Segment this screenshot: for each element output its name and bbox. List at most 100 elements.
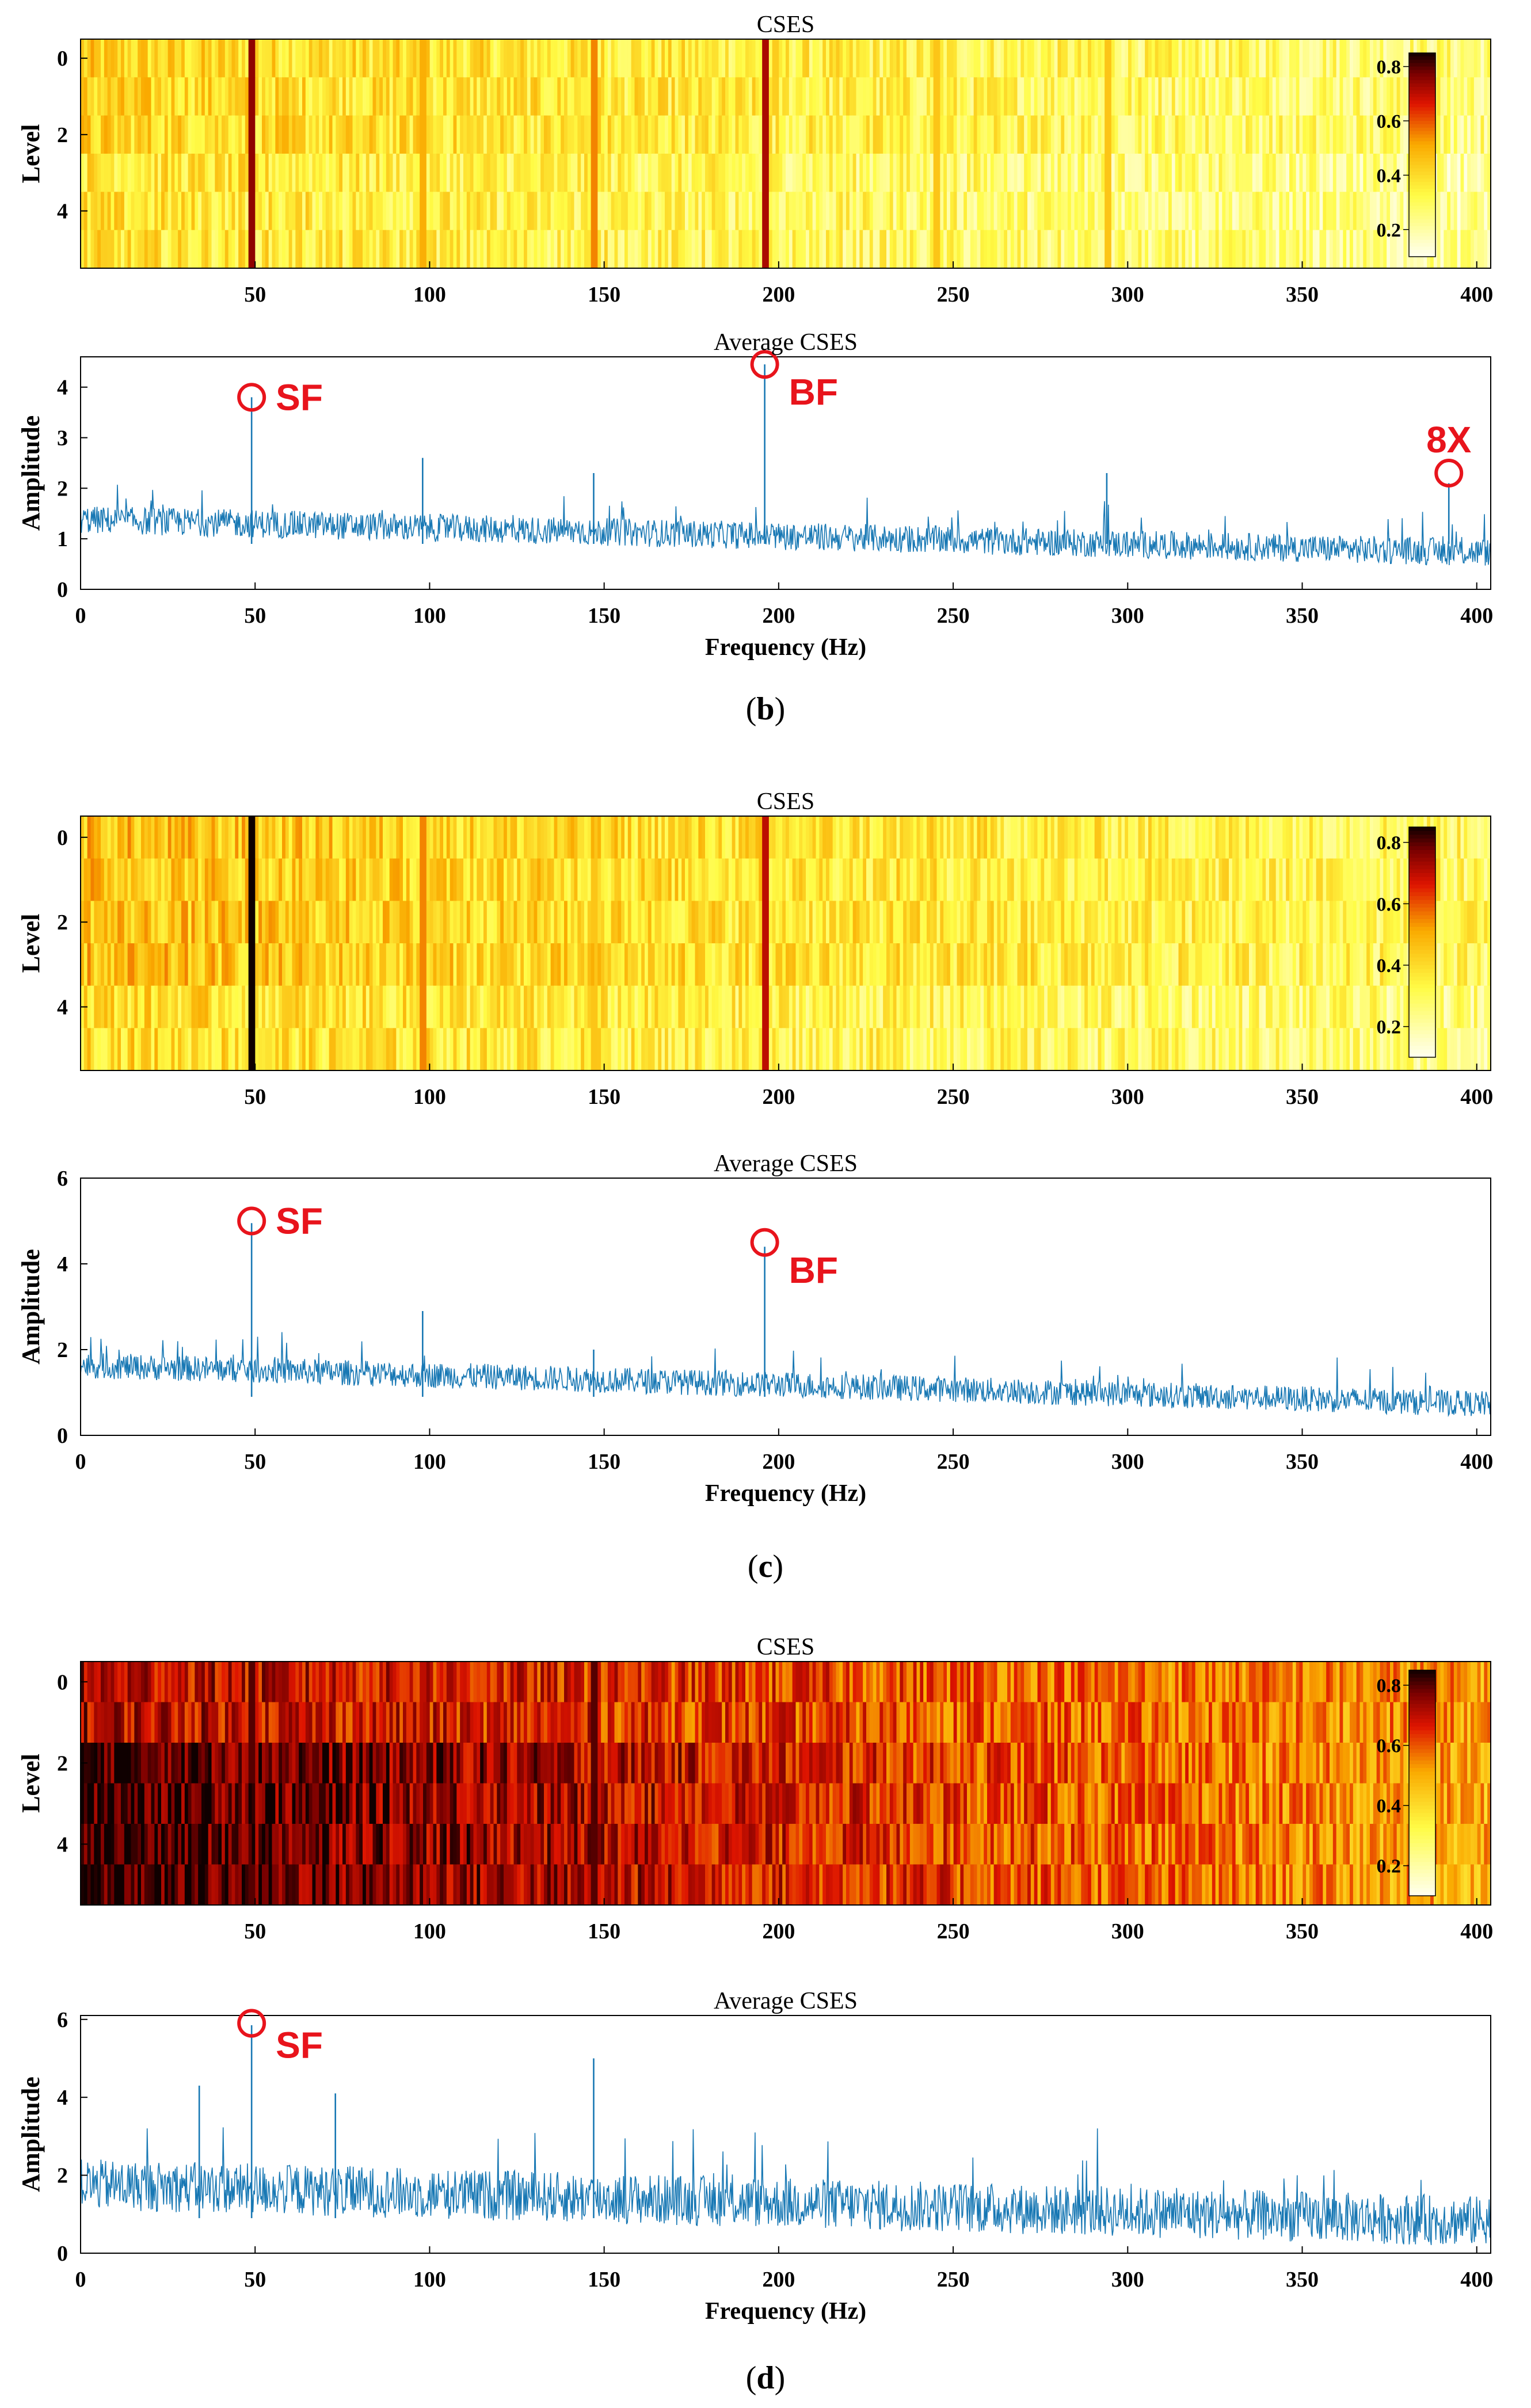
heatmap-cell xyxy=(1198,154,1202,192)
heatmap-cell xyxy=(836,943,840,986)
heatmap-cell xyxy=(1084,985,1088,1028)
heatmap-cell xyxy=(365,858,370,901)
heatmap-cell xyxy=(433,230,437,269)
heatmap-cell xyxy=(866,77,870,116)
heatmap-cell xyxy=(1232,230,1236,269)
heatmap-cell xyxy=(799,858,803,901)
heatmap-cell xyxy=(198,985,202,1028)
heatmap-cell xyxy=(222,77,226,116)
heatmap-cell xyxy=(325,154,330,192)
heatmap-cell xyxy=(658,115,662,154)
heatmap-cell xyxy=(104,115,108,154)
heatmap-cell xyxy=(742,230,746,269)
heatmap-cell xyxy=(634,858,638,901)
heatmap-cell xyxy=(587,858,592,901)
heatmap-cell xyxy=(846,858,850,901)
heatmap-cell xyxy=(570,39,575,78)
heatmap-cell xyxy=(154,985,158,1028)
heatmap-cell xyxy=(1444,154,1448,192)
heatmap-cell xyxy=(443,115,447,154)
heatmap-cell xyxy=(1396,901,1401,944)
heatmap-cell xyxy=(843,115,847,154)
heatmap-cell xyxy=(453,985,457,1028)
heatmap-cell xyxy=(299,115,303,154)
heatmap-cell xyxy=(191,230,195,269)
heatmap-cell xyxy=(648,985,652,1028)
heatmap-cell xyxy=(1024,77,1028,116)
colorbar-swatch xyxy=(1409,229,1435,234)
heatmap-cell xyxy=(191,985,195,1028)
heatmap-cell xyxy=(114,1028,118,1071)
heatmap-cell xyxy=(544,816,548,859)
heatmap-cell xyxy=(1165,816,1169,859)
heatmap-cell xyxy=(1309,115,1313,154)
heatmap-cell xyxy=(1232,154,1236,192)
heatmap-cell xyxy=(111,115,115,154)
heatmap-cell xyxy=(611,77,615,116)
heatmap-cell xyxy=(1185,943,1189,986)
heatmap-cell xyxy=(356,77,360,116)
heatmap-cell xyxy=(349,192,353,231)
heatmap-cell xyxy=(829,985,833,1028)
heatmap-cell xyxy=(117,192,121,231)
heatmap-cell xyxy=(399,985,403,1028)
heatmap-cell xyxy=(1282,77,1286,116)
heatmap-cell xyxy=(403,943,407,986)
heatmap-cell xyxy=(1000,77,1004,116)
heatmap-cell xyxy=(352,901,356,944)
heatmap-cell xyxy=(1330,115,1334,154)
heatmap-cell xyxy=(524,901,528,944)
heatmap-cell xyxy=(711,77,716,116)
heatmap-cell xyxy=(1074,985,1079,1028)
heatmap-cell xyxy=(144,115,148,154)
heatmap-cell xyxy=(554,858,558,901)
heatmap-cell xyxy=(923,154,927,192)
heatmap-cell xyxy=(540,230,544,269)
heatmap-cell xyxy=(762,858,766,901)
heatmap-cell xyxy=(1440,115,1444,154)
heatmap-cell xyxy=(570,943,575,986)
heatmap-cell xyxy=(846,154,850,192)
heatmap-cell xyxy=(795,985,799,1028)
heatmap-cell xyxy=(204,115,209,154)
heatmap-cell xyxy=(83,154,88,192)
heatmap-cell xyxy=(775,115,779,154)
heatmap-cell xyxy=(1121,192,1125,231)
heatmap-cell xyxy=(550,943,555,986)
heatmap-cell xyxy=(204,816,209,859)
heatmap-cell xyxy=(856,1028,860,1071)
heatmap-cell xyxy=(695,985,699,1028)
heatmap-cell xyxy=(530,192,535,231)
heatmap-cell xyxy=(718,230,722,269)
heatmap-cell xyxy=(957,985,961,1028)
heatmap-cell xyxy=(675,39,679,78)
heatmap-cell xyxy=(601,115,605,154)
heatmap-cell xyxy=(993,192,998,231)
heatmap-cell xyxy=(604,39,608,78)
heatmap-cell xyxy=(587,985,592,1028)
heatmap-cell xyxy=(567,154,572,192)
heatmap-cell xyxy=(1319,943,1323,986)
heatmap-cell xyxy=(869,1028,874,1071)
heatmap-cell xyxy=(789,230,793,269)
heatmap-cell xyxy=(315,901,319,944)
x-tick-label: 150 xyxy=(588,604,620,628)
heatmap-cell xyxy=(1000,115,1004,154)
heatmap-cell xyxy=(1366,943,1370,986)
heatmap-cell xyxy=(510,858,515,901)
heatmap-cell xyxy=(154,115,158,154)
heatmap-cell xyxy=(1303,154,1307,192)
heatmap-cell xyxy=(1014,192,1018,231)
heatmap-cell xyxy=(1037,816,1041,859)
heatmap-cell xyxy=(1061,985,1065,1028)
heatmap-cell xyxy=(127,985,132,1028)
heatmap-cell xyxy=(933,230,938,269)
heatmap-cell xyxy=(409,943,414,986)
heatmap-cell xyxy=(597,154,601,192)
heatmap-cell xyxy=(322,154,326,192)
heatmap-cell xyxy=(386,154,390,192)
heatmap-cell xyxy=(198,230,202,269)
heatmap-cell xyxy=(275,858,279,901)
heatmap-cell xyxy=(913,943,917,986)
heatmap-cell xyxy=(365,230,370,269)
